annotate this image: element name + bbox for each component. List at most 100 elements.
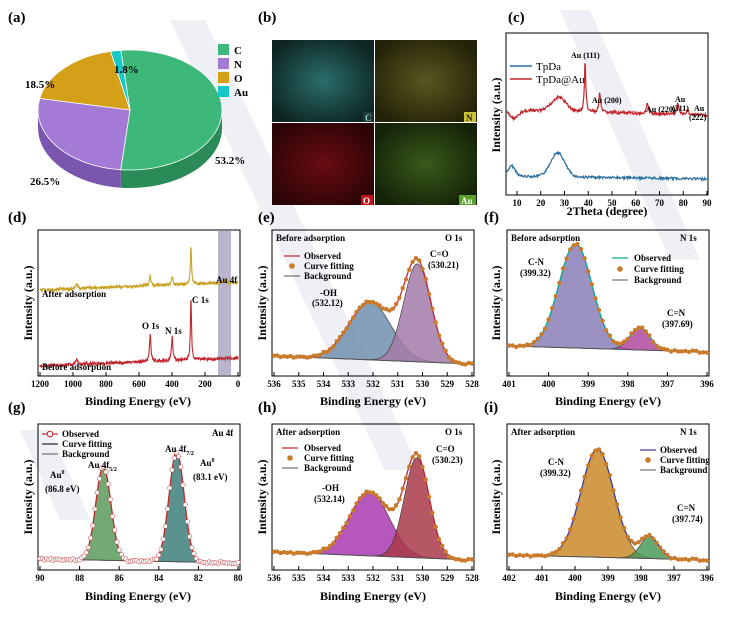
fit-point [397,295,402,300]
fit-point [676,557,681,562]
map-label-c: C [365,113,372,123]
fit-point [622,339,627,344]
legend-background-f: Background [634,275,681,285]
fit-point [463,558,468,563]
fit-point [640,325,645,330]
fit-point [469,557,475,562]
fit-point [632,541,638,546]
fit-point [187,534,193,540]
x-tick-label: 396 [700,379,714,389]
o1s-after-xlabel: Binding Energy (eV) [320,589,426,603]
fit-point [553,294,558,299]
fit-point [301,550,306,556]
fit-point [535,553,540,558]
fit-point [321,349,326,355]
x-tick-label: 86 [115,573,125,583]
fit-point [158,546,164,552]
o1s-after-ticks: 536 535 534 533 532 531 530 529 528 [267,566,479,583]
n1s-after-legend: Observed Curve fitting Background [640,445,710,475]
legend-swatch-au [218,86,229,97]
panel-label-e: (e) [258,210,275,226]
label-after: After adsorption [42,289,106,299]
x-tick-label: 30 [560,198,570,208]
fit-point [668,556,674,561]
fit-point [564,256,569,261]
x-tick-label: 401 [502,379,516,389]
fit-point [622,525,627,531]
fit-point [600,452,605,457]
fit-point [298,550,303,555]
fit-point [629,538,634,544]
fit-point [596,447,602,452]
fit-point [156,552,162,558]
fit-point [506,343,512,348]
fit-point [308,354,313,360]
o1s-after-legend: Observed Curve fitting Background [282,443,354,473]
x-tick-label: 398 [634,573,648,583]
o1s-before-ylabel: Intensity (a.u.) [255,265,269,340]
fit-point [285,354,290,359]
xrd-peak-labels: Au (111) Au (200) Au (220) Au (311) Au (… [571,51,707,122]
x-tick-label: 396 [700,573,714,583]
fit-point [182,502,188,508]
map-label-o: O [363,196,370,206]
fit-point [560,541,566,546]
fit-point [629,331,634,336]
fit-point [433,524,438,529]
legend-observed-i: Observed [660,445,697,455]
fit-point [327,347,333,352]
au0-label-b: Au0 [200,458,215,468]
fit-point [618,341,623,346]
oh-label-e: -OH [320,288,337,298]
fit-point [311,549,316,555]
fit-point [417,454,422,459]
fit-point [440,543,445,548]
xrd-legend: TpDa TpDa@Au [510,61,585,86]
fit-point [614,341,620,346]
x-tick-label: 529 [441,573,455,583]
fit-point [704,558,710,563]
peak-label-au111: Au (111) [571,51,600,60]
n1s-before-corner: N 1s [680,233,697,243]
fit-point [517,343,522,348]
fit-point [94,490,100,496]
fit-point [510,552,515,557]
fit-point [586,463,591,468]
fit-point [324,349,329,355]
fit-point [288,353,293,359]
fit-point [393,503,399,508]
fit-point [180,482,186,488]
fit-point [593,296,598,301]
legend-swatch-n [218,58,229,69]
fit-point [298,354,303,359]
fit-point [351,315,356,320]
fit-point [364,299,369,304]
fit-point [453,557,458,562]
fit-point [327,543,333,549]
pie-pct-au: 1.8% [114,64,139,76]
fit-point [604,461,609,467]
fit-point [636,540,641,545]
fit-point [318,352,323,357]
fit-point [643,534,648,539]
legend-label-au: Au [234,87,248,99]
cn-label-f: C-N [528,257,544,267]
legend-label-n: N [234,59,242,71]
fit-point [354,501,359,506]
fit-point [550,305,555,311]
fit-point [314,549,320,555]
map-label-au: Au [461,196,473,206]
fit-point [410,455,415,460]
x-tick-label: 10 [513,198,523,208]
fit-point [611,339,616,344]
au4f-axes [37,423,241,571]
fit-point [694,348,699,353]
cn-label-i: C-N [548,457,564,467]
x-tick-label: 402 [502,573,516,583]
legend-background-h: Background [304,463,351,473]
oh-energy-h: (532.14) [314,494,345,504]
fit-point [618,515,623,520]
legend-label-tpda: TpDa [536,61,561,73]
au4f-xlabel: Binding Energy (eV) [85,589,191,603]
peak-label-au222-a: Au [694,104,705,113]
